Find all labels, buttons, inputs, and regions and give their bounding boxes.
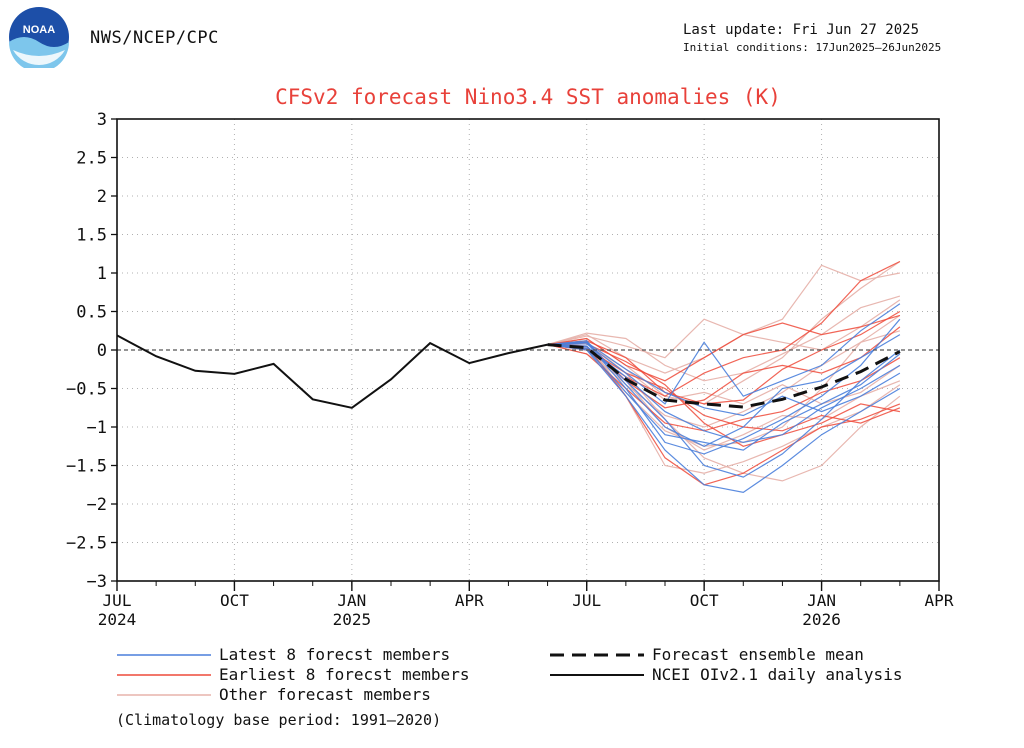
x-tick-label: APR <box>925 591 954 610</box>
legend-latest-label: Latest 8 forecst members <box>219 645 450 664</box>
plot-frame <box>116 118 940 582</box>
y-tick-label: −2.5 <box>66 534 107 554</box>
x-tick-label: JUL <box>103 591 132 610</box>
other-member-line <box>547 341 901 482</box>
other-member-line <box>547 340 901 474</box>
x-tick-label: OCT <box>220 591 249 610</box>
other-member-line <box>547 344 901 451</box>
y-tick-label: −3 <box>87 572 107 592</box>
legend-mean-label: Forecast ensemble mean <box>652 645 864 664</box>
org-label: NWS/NCEP/CPC <box>90 28 219 48</box>
chart-title: CFSv2 forecast Nino3.4 SST anomalies (K) <box>275 85 781 109</box>
last-update-label: Last update: Fri Jun 27 2025 <box>683 22 920 38</box>
latest-member-line <box>547 344 901 451</box>
y-tick-label: 1 <box>97 264 107 284</box>
latest-member-line <box>547 344 901 444</box>
earliest-member-line <box>547 310 901 405</box>
y-tick-label: 2.5 <box>76 149 107 169</box>
other-member-line <box>547 261 901 405</box>
legend-other-label: Other forecast members <box>219 685 431 704</box>
grid-layer <box>117 119 939 581</box>
latest-member-line <box>547 303 901 405</box>
x-tick-label: JAN <box>337 591 366 610</box>
x-year-label: 2025 <box>333 610 372 629</box>
x-tick-label: JUL <box>572 591 601 610</box>
y-tick-label: −1 <box>87 418 107 438</box>
other-member-line <box>547 299 901 359</box>
x-tick-label: OCT <box>690 591 719 610</box>
y-tick-label: −0.5 <box>66 380 107 400</box>
analysis-line <box>116 334 548 409</box>
noaa-logo-text: NOAA <box>23 24 55 36</box>
y-tick-label: 2 <box>97 187 107 207</box>
legend-earliest-label: Earliest 8 forecst members <box>219 665 469 684</box>
series-layer <box>116 334 901 409</box>
earliest-member-line <box>547 343 901 447</box>
initial-conditions-label: Initial conditions: 17Jun2025–26Jun2025 <box>683 41 942 54</box>
x-year-label: 2026 <box>802 610 841 629</box>
latest-member-line <box>547 341 901 417</box>
latest-member-line <box>547 344 901 494</box>
earliest-member-line <box>547 314 901 382</box>
noaa-logo-icon: NOAA <box>9 7 69 68</box>
y-tick-label: 1.5 <box>76 226 107 246</box>
ensemble-members-layer <box>547 260 901 494</box>
earliest-member-line <box>547 344 901 432</box>
y-tick-label: 3 <box>97 110 107 130</box>
y-tick-label: −1.5 <box>66 457 107 477</box>
y-tick-label: 0 <box>97 341 107 361</box>
ensemble-mean-line <box>547 343 901 409</box>
x-year-label: 2024 <box>98 610 137 629</box>
other-member-line <box>547 295 901 382</box>
y-tick-label: 0.5 <box>76 303 107 323</box>
x-tick-label: APR <box>455 591 484 610</box>
climatology-footnote: (Climatology base period: 1991–2020) <box>116 711 442 729</box>
y-tick-label: −2 <box>87 495 107 515</box>
axis-layer: 32.521.510.50−0.5−1−1.5−2−2.5−3JUL2024OC… <box>66 110 954 629</box>
legend-analysis-label: NCEI OIv2.1 daily analysis <box>652 665 902 684</box>
other-member-line <box>547 330 901 428</box>
x-tick-label: JAN <box>807 591 836 610</box>
